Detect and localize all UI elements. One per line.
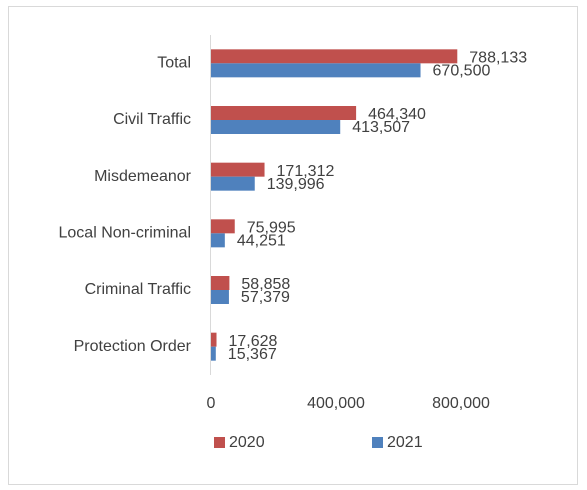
y-tick-label: Total <box>157 55 191 72</box>
y-tick-label: Local Non-criminal <box>59 225 192 242</box>
bar <box>211 346 216 361</box>
y-tick-label: Misdemeanor <box>94 168 192 185</box>
legend-swatch <box>372 437 383 448</box>
legend-label: 2021 <box>387 434 423 451</box>
y-tick-label: Civil Traffic <box>113 111 191 128</box>
bar <box>211 276 230 290</box>
y-tick-label: Criminal Traffic <box>85 281 191 298</box>
x-tick-label: 0 <box>207 395 216 412</box>
data-label: 139,996 <box>267 176 325 193</box>
bar <box>211 176 255 191</box>
data-label: 413,507 <box>352 119 410 136</box>
bar <box>211 106 357 120</box>
data-label: 464,340 <box>368 106 426 123</box>
bar <box>211 63 421 78</box>
bar <box>211 332 217 347</box>
bar <box>211 49 458 64</box>
data-label: 670,500 <box>433 63 491 80</box>
x-tick-label: 400,000 <box>307 395 365 412</box>
legend-label: 2020 <box>229 434 265 451</box>
y-tick-label: Protection Order <box>74 338 192 355</box>
bar <box>211 162 265 177</box>
bar <box>211 233 225 248</box>
data-label: 17,628 <box>229 333 278 350</box>
bar <box>211 290 229 304</box>
chart-frame <box>8 6 578 485</box>
data-label: 788,133 <box>469 50 527 67</box>
bar <box>211 120 341 134</box>
data-label: 44,251 <box>237 233 286 250</box>
data-label: 75,995 <box>247 220 296 237</box>
x-tick-label: 800,000 <box>432 395 490 412</box>
data-label: 58,858 <box>241 276 290 293</box>
data-label: 15,367 <box>228 346 277 363</box>
data-label: 171,312 <box>277 163 335 180</box>
data-label: 57,379 <box>241 289 290 306</box>
legend-swatch <box>214 437 225 448</box>
bar <box>211 219 235 234</box>
